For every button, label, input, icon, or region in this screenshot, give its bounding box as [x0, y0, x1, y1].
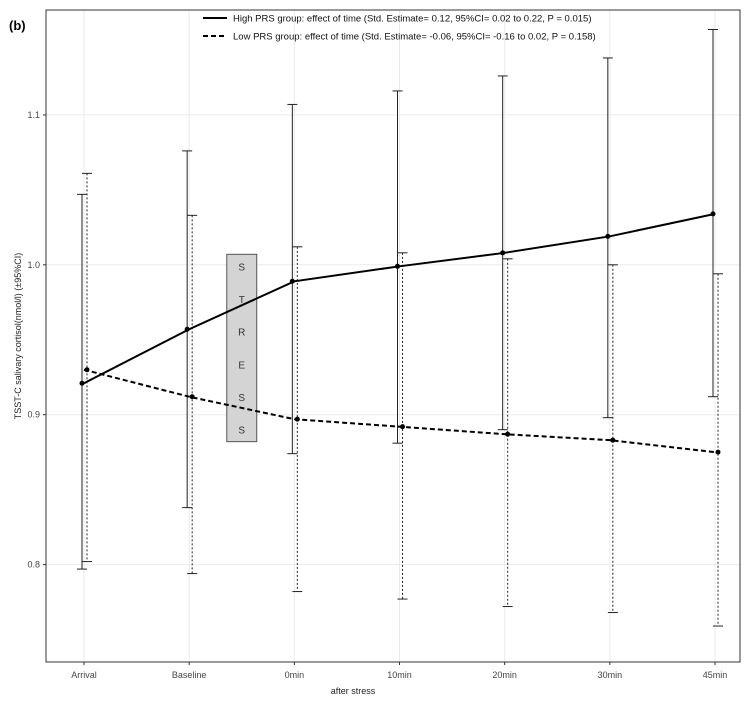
data-point-0-6 — [710, 211, 716, 217]
x-tick-label-3: 10min — [387, 670, 412, 680]
legend-label-low: Low PRS group: effect of time (Std. Esti… — [233, 32, 596, 43]
data-point-1-2 — [294, 416, 300, 422]
x-tick-label-2: 0min — [285, 670, 305, 680]
data-point-0-3 — [395, 263, 400, 269]
y-tick-label-0: 0.8 — [27, 560, 40, 570]
x-tick-label-5: 30min — [598, 670, 623, 680]
stress-letter-1: T — [239, 295, 245, 306]
stress-letter-2: R — [238, 328, 245, 339]
data-point-1-3 — [400, 424, 405, 430]
grid-layer — [46, 10, 740, 662]
y-tick-label-2: 1.0 — [27, 260, 40, 270]
data-point-1-4 — [505, 431, 511, 437]
series-line-1 — [83, 368, 716, 454]
panel-label: (b) — [9, 18, 26, 33]
stress-letter-3: E — [238, 360, 245, 371]
y-tick-label-3: 1.1 — [27, 110, 40, 120]
data-point-0-0 — [79, 380, 85, 386]
stress-letter-4: S — [238, 393, 245, 404]
legend-label-high: High PRS group: effect of time (Std. Est… — [233, 14, 591, 25]
data-point-1-1 — [189, 394, 195, 400]
data-point-1-5 — [610, 437, 616, 443]
x-tick-label-0: Arrival — [71, 670, 97, 680]
y-axis-label: TSST-C salivary cortisol(nmol/l) (±95%CI… — [13, 253, 23, 419]
x-tick-label-1: Baseline — [172, 670, 207, 680]
x-tick-label-6: 45min — [703, 670, 728, 680]
plot-border — [45, 9, 741, 663]
series-points — [79, 211, 721, 455]
stress-annotation: S T R E S S — [226, 253, 258, 443]
y-axis-ticks: 0.8 0.9 1.0 1.1 — [27, 110, 46, 570]
stress-letter-0: S — [238, 262, 245, 273]
data-point-1-0 — [84, 367, 90, 373]
data-point-0-4 — [500, 250, 506, 256]
data-point-0-2 — [289, 278, 295, 284]
x-tick-label-4: 20min — [492, 670, 517, 680]
data-point-0-1 — [184, 326, 190, 332]
data-point-1-6 — [715, 449, 721, 455]
x-axis-ticks: Arrival Baseline 0min 10min 20min 30min 45min — [71, 662, 727, 680]
legend: High PRS group: effect of time (Std. Est… — [203, 14, 596, 43]
data-point-0-5 — [605, 233, 611, 239]
stress-box — [226, 253, 258, 443]
x-axis-label: after stress — [331, 686, 376, 696]
y-tick-label-1: 0.9 — [27, 410, 40, 420]
stress-letter-5: S — [238, 426, 245, 437]
